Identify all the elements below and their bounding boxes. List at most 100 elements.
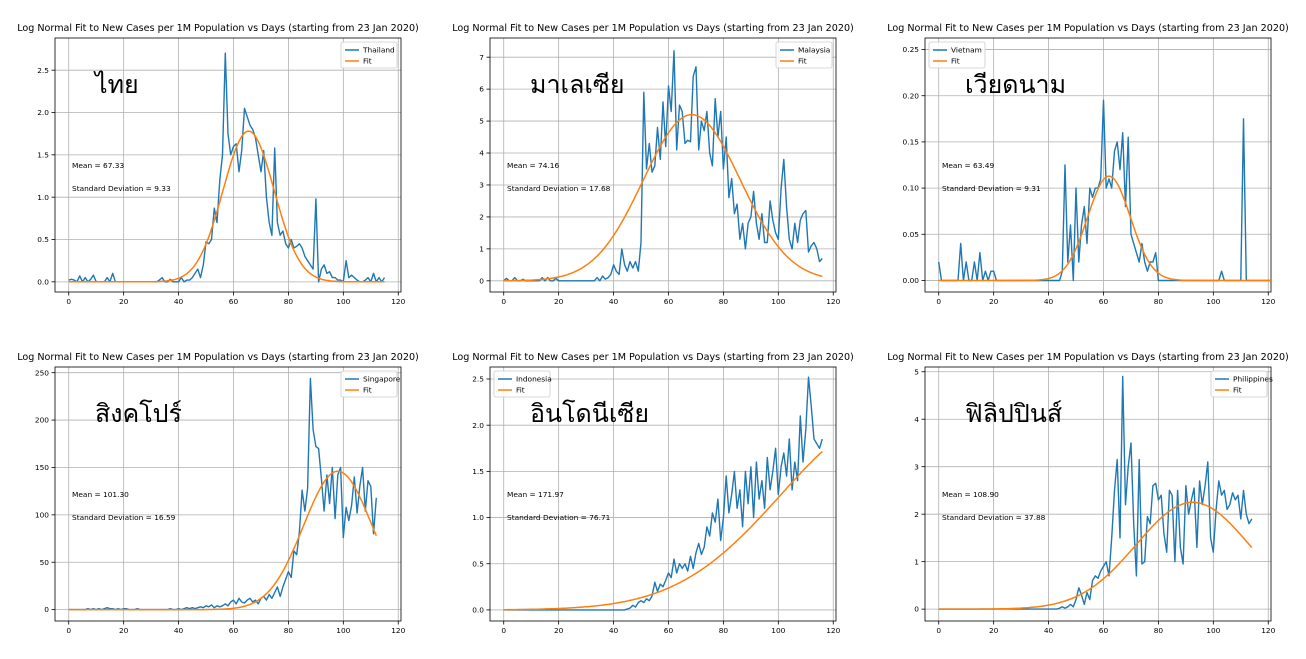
legend-label-fit: Fit: [951, 57, 960, 66]
x-tick-label: 40: [609, 626, 619, 635]
x-tick-label: 40: [1044, 626, 1054, 635]
x-tick-label: 20: [119, 626, 129, 635]
x-tick-label: 20: [989, 297, 999, 306]
mean-annotation: Mean = 101.30: [72, 490, 129, 499]
legend: Malaysia Fit: [775, 41, 833, 69]
x-tick-label: 20: [989, 626, 999, 635]
y-tick-label: 1: [914, 557, 919, 566]
sd-annotation: Standard Deviation = 37.88: [942, 513, 1046, 522]
y-tick-label: 0.00: [903, 276, 920, 285]
y-tick-label: 50: [40, 558, 50, 567]
legend-label-data: Indonesia: [516, 375, 552, 384]
x-tick-label: 0: [66, 626, 71, 635]
x-tick-label: 20: [119, 297, 129, 306]
y-tick-label: 1.0: [37, 193, 49, 202]
chart-title: Log Normal Fit to New Cases per 1M Popul…: [17, 23, 419, 34]
y-tick-label: 2.0: [37, 108, 49, 117]
x-tick-label: 40: [609, 297, 619, 306]
plot-frame: [489, 37, 837, 293]
chart-title: Log Normal Fit to New Cases per 1M Popul…: [452, 352, 854, 363]
data-series-line: [503, 50, 823, 282]
y-tick-label: 0: [479, 276, 484, 285]
y-tick-label: 1.5: [37, 150, 49, 159]
plot-frame: [924, 37, 1272, 293]
chart-svg: Log Normal Fit to New Cases per 1M Popul…: [887, 352, 1289, 635]
y-tick-label: 100: [35, 510, 49, 519]
x-tick-label: 100: [1206, 626, 1220, 635]
y-tick-label: 3: [479, 181, 484, 190]
x-tick-label: 60: [1099, 297, 1109, 306]
mean-annotation: Mean = 74.16: [507, 161, 559, 170]
x-tick-label: 20: [554, 297, 564, 306]
y-tick-label: 0.5: [472, 559, 484, 568]
x-tick-label: 0: [501, 626, 506, 635]
country-name-thai: มาเลเซีย: [530, 70, 625, 99]
chart-title: Log Normal Fit to New Cases per 1M Popul…: [887, 352, 1289, 363]
y-tick-label: 0: [914, 605, 919, 614]
y-tick-label: 4: [479, 149, 484, 158]
y-tick-label: 2.0: [472, 421, 484, 430]
x-tick-label: 60: [229, 626, 239, 635]
x-tick-label: 80: [719, 297, 729, 306]
fit-curve-line: [938, 501, 1253, 610]
sd-annotation: Standard Deviation = 9.31: [942, 184, 1041, 193]
chart-title: Log Normal Fit to New Cases per 1M Popul…: [887, 23, 1289, 34]
y-tick-label: 5: [914, 367, 919, 376]
x-tick-label: 80: [284, 297, 294, 306]
y-tick-label: 5: [479, 117, 484, 126]
chart-svg: Log Normal Fit to New Cases per 1M Popul…: [17, 352, 419, 635]
chart-svg: Log Normal Fit to New Cases per 1M Popul…: [887, 23, 1289, 306]
x-tick-label: 0: [936, 297, 941, 306]
x-tick-label: 100: [336, 297, 350, 306]
x-tick-label: 120: [391, 297, 405, 306]
y-tick-label: 0: [44, 605, 49, 614]
legend: Thailand Fit: [340, 41, 398, 69]
chart-svg: Log Normal Fit to New Cases per 1M Popul…: [17, 23, 419, 306]
country-name-thai: ไทย: [93, 70, 139, 99]
legend-label-data: Malaysia: [798, 46, 830, 55]
y-tick-label: 1.0: [472, 513, 484, 522]
y-tick-label: 2.5: [472, 375, 484, 384]
x-tick-label: 120: [391, 626, 405, 635]
x-tick-label: 80: [719, 626, 729, 635]
country-name-thai: สิงคโปร์: [95, 399, 182, 428]
plot-frame: [489, 366, 837, 622]
y-tick-label: 2: [479, 213, 484, 222]
x-tick-label: 100: [336, 626, 350, 635]
x-tick-label: 120: [1261, 297, 1275, 306]
y-tick-label: 2: [914, 510, 919, 519]
chart-title: Log Normal Fit to New Cases per 1M Popul…: [452, 23, 854, 34]
mean-annotation: Mean = 171.97: [507, 490, 564, 499]
chart-title: Log Normal Fit to New Cases per 1M Popul…: [17, 352, 419, 363]
chart-panel-singapore: Log Normal Fit to New Cases per 1M Popul…: [0, 329, 435, 658]
x-tick-label: 0: [936, 626, 941, 635]
data-series-line: [503, 376, 823, 611]
y-tick-label: 0.05: [903, 230, 920, 239]
x-tick-label: 0: [501, 297, 506, 306]
fit-curve-line: [503, 450, 823, 611]
plot-frame: [54, 366, 402, 622]
x-tick-label: 0: [66, 297, 71, 306]
y-tick-label: 4: [914, 415, 919, 424]
x-tick-label: 60: [1099, 626, 1109, 635]
x-tick-label: 80: [1154, 626, 1164, 635]
x-tick-label: 100: [771, 626, 785, 635]
x-tick-label: 80: [284, 626, 294, 635]
chart-panel-thailand: Log Normal Fit to New Cases per 1M Popul…: [0, 0, 435, 329]
y-tick-label: 0.5: [37, 235, 49, 244]
x-tick-label: 100: [1206, 297, 1220, 306]
y-tick-label: 0.15: [903, 138, 920, 147]
chart-panel-vietnam: Log Normal Fit to New Cases per 1M Popul…: [870, 0, 1305, 329]
chart-panel-malaysia: Log Normal Fit to New Cases per 1M Popul…: [435, 0, 870, 329]
x-tick-label: 40: [174, 626, 184, 635]
legend-label-data: Singapore: [363, 375, 401, 384]
legend-label-data: Thailand: [362, 46, 395, 55]
mean-annotation: Mean = 108.90: [942, 490, 999, 499]
mean-annotation: Mean = 63.49: [942, 161, 994, 170]
x-tick-label: 20: [554, 626, 564, 635]
x-tick-label: 120: [826, 626, 840, 635]
chart-svg: Log Normal Fit to New Cases per 1M Popul…: [452, 352, 854, 635]
legend: Indonesia Fit: [493, 370, 552, 398]
sd-annotation: Standard Deviation = 9.33: [72, 184, 171, 193]
grid-lines: [490, 367, 836, 621]
